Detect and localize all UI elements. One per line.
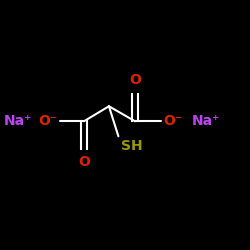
Text: Na⁺: Na⁺: [4, 114, 32, 128]
Text: Na⁺: Na⁺: [192, 114, 220, 128]
Text: O⁻: O⁻: [164, 114, 183, 128]
Text: O: O: [129, 74, 141, 88]
Text: SH: SH: [121, 139, 142, 153]
Text: O: O: [78, 155, 90, 169]
Text: O⁻: O⁻: [39, 114, 58, 128]
